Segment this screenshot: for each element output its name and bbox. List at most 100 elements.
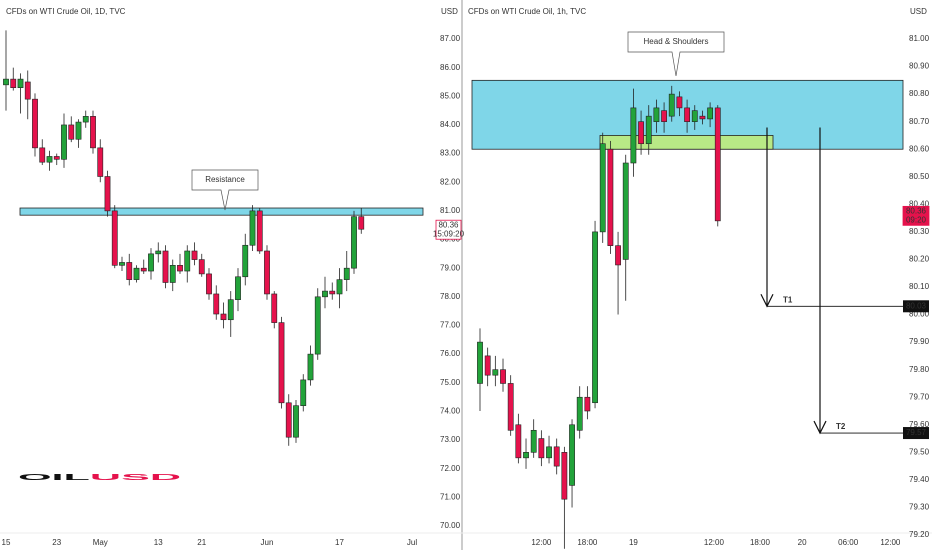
candle-body [645,115,652,145]
y-tick-label: 87.00 [440,34,461,43]
candle-body [293,405,299,438]
y-tick-label: 76.00 [440,349,461,358]
candle-body [198,259,205,275]
y-tick-label: 79.00 [440,263,461,272]
candle-body [300,379,307,406]
x-tick-label: 13 [154,538,163,547]
y-tick-label: 85.00 [440,91,461,100]
y-tick-label: 80.70 [909,117,930,126]
candle-body [39,147,46,163]
currency-label: USD [441,7,458,16]
candle-body [599,143,606,233]
candle-body [155,250,162,255]
zone [19,207,424,216]
y-tick-label: 82.00 [440,177,461,186]
candle-body [97,147,104,177]
candle-body [191,250,198,260]
x-tick-label: 12:00 [531,538,552,547]
y-tick-label: 70.00 [440,521,461,530]
y-tick-label: 81.00 [909,34,930,43]
candle-body [235,276,241,300]
candle-body [10,78,17,88]
candle-body [492,369,499,376]
x-tick-label: 18:00 [577,538,598,547]
candle-body [177,265,183,272]
candle-body [484,355,491,376]
candle-body [699,115,706,120]
target-label: T2 [836,422,846,431]
candle-body [256,210,263,252]
y-tick-label: 74.00 [440,407,461,416]
x-tick-label: 21 [197,538,206,547]
candle-body [477,341,483,384]
countdown: 09:20 [906,215,927,224]
y-tick-label: 80.00 [909,310,930,319]
candle-body [162,250,169,283]
candle-body [133,267,140,280]
countdown: 15:09:20 [433,229,465,238]
callout-box [627,31,725,77]
y-tick-label: 80.10 [909,282,930,291]
candle-body [515,424,522,459]
x-tick-label: 17 [335,538,344,547]
candle-body [314,296,321,355]
candle-body [24,81,31,100]
y-tick-label: 78.00 [440,292,461,301]
callout-text: Resistance [205,175,245,184]
candle-body [553,446,560,467]
candle-body [538,438,545,459]
candle-body [523,452,529,459]
callout-box [191,169,259,211]
candle-body [285,402,292,438]
x-tick-label: 06:00 [838,538,859,547]
y-tick-label: 80.50 [909,172,930,181]
last-price: 80.36 [438,220,459,229]
y-tick-label: 83.00 [440,149,461,158]
x-tick-label: 15 [2,538,11,547]
last-price-box [902,205,930,226]
target-price: 80.03 [906,301,927,310]
candle-body [615,245,621,266]
candle-body [206,273,212,295]
y-tick-label: 80.80 [909,89,930,98]
last-price-box [435,219,462,240]
target-label: T1 [783,295,793,304]
candle-body [3,78,9,86]
candle-body [622,162,629,260]
x-tick-label: 23 [52,538,61,547]
candle-body [32,98,38,149]
y-tick-label: 77.00 [440,321,461,330]
candle-body [351,216,357,269]
candle-body [264,250,270,295]
candle-body [707,107,713,120]
chart-title: CFDs on WTI Crude Oil, 1h, TVC [468,7,586,16]
y-tick-label: 79.80 [909,365,930,374]
x-tick-label: Jun [261,538,274,547]
y-tick-label: 72.00 [440,464,461,473]
y-tick-label: 86.00 [440,63,461,72]
last-price: 80.36 [906,206,927,215]
y-tick-label: 80.40 [909,199,930,208]
candle-body [61,124,67,160]
candle-body [530,429,537,453]
candle-body [358,216,365,230]
y-tick-label: 81.00 [440,206,461,215]
currency-label: USD [910,7,927,16]
brand: OIL USD [18,473,182,482]
candle-body [184,250,191,272]
candle-body [661,110,667,122]
candle-body [507,383,514,431]
candle-body [584,396,591,412]
y-tick-label: 79.50 [909,447,930,456]
x-tick-label: 19 [629,538,638,547]
candle-body [278,322,285,404]
candle-body [607,148,614,246]
candle-body [126,262,133,280]
candle-body [546,446,552,459]
candle-body [630,107,637,164]
y-tick-label: 75.00 [440,378,461,387]
y-tick-label: 80.90 [909,62,930,71]
candle-body [111,210,118,266]
candle-body [307,353,314,381]
